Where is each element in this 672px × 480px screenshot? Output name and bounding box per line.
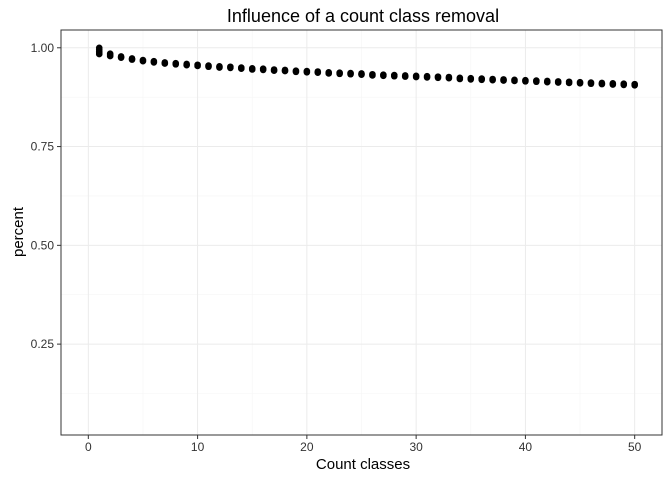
y-tick-label: 0.75	[31, 140, 55, 154]
grid-lines	[61, 30, 662, 435]
data-point	[369, 72, 376, 79]
data-point	[303, 68, 311, 76]
data-point	[598, 80, 606, 88]
data-point	[554, 79, 562, 86]
data-point	[95, 50, 103, 58]
data-point	[467, 76, 475, 83]
data-point	[194, 62, 201, 70]
data-point	[456, 75, 464, 83]
data-point	[401, 73, 409, 80]
data-point	[172, 61, 180, 68]
data-point	[543, 78, 551, 86]
data-point	[489, 76, 496, 84]
data-point	[445, 74, 453, 82]
data-point	[358, 71, 365, 78]
y-tick-label: 0.50	[31, 238, 55, 252]
data-point	[106, 52, 114, 60]
data-point	[150, 59, 158, 66]
data-point	[587, 80, 595, 88]
data-point	[347, 70, 354, 78]
data-point	[161, 60, 169, 67]
x-axis-title: Count classes	[316, 456, 410, 473]
data-point	[423, 74, 431, 81]
x-tick-label: 0	[85, 440, 92, 454]
data-point	[281, 67, 289, 75]
data-point	[576, 80, 584, 87]
chart-title: Influence of a count class removal	[227, 6, 499, 26]
x-tick-label: 10	[191, 440, 205, 454]
plot-panel-border	[60, 29, 663, 436]
data-point	[478, 76, 486, 84]
data-point	[259, 66, 267, 74]
x-tick-label: 40	[519, 440, 533, 454]
data-point	[227, 64, 234, 72]
data-point	[631, 82, 638, 89]
data-point	[270, 67, 278, 74]
data-point	[412, 73, 420, 81]
y-axis: 0.25 0.50 0.75 1.00	[31, 41, 61, 351]
data-point	[216, 64, 223, 71]
data-points	[95, 44, 638, 89]
data-point	[248, 66, 256, 73]
y-tick-label: 1.00	[31, 41, 55, 55]
data-point	[500, 77, 507, 84]
y-tick-label: 0.25	[31, 337, 55, 351]
data-point	[292, 68, 300, 76]
data-point	[380, 72, 387, 80]
x-axis: 0 10 20 30 40 50	[85, 435, 642, 454]
x-tick-label: 20	[300, 440, 314, 454]
data-point	[620, 81, 628, 89]
data-point	[128, 56, 136, 63]
data-point	[117, 54, 125, 61]
data-point	[139, 57, 147, 65]
data-point	[205, 63, 212, 71]
x-tick-label: 50	[628, 440, 642, 454]
data-point	[390, 72, 398, 80]
data-point	[336, 70, 343, 78]
data-point	[511, 77, 518, 85]
data-point	[238, 65, 245, 73]
data-point	[314, 69, 322, 76]
data-point	[533, 78, 540, 86]
data-point	[183, 61, 190, 69]
data-point	[434, 74, 442, 82]
data-point	[609, 81, 617, 88]
data-point	[325, 70, 333, 77]
data-point	[522, 78, 529, 85]
data-point	[565, 79, 573, 87]
y-axis-title: percent	[10, 206, 27, 257]
x-tick-label: 30	[409, 440, 423, 454]
